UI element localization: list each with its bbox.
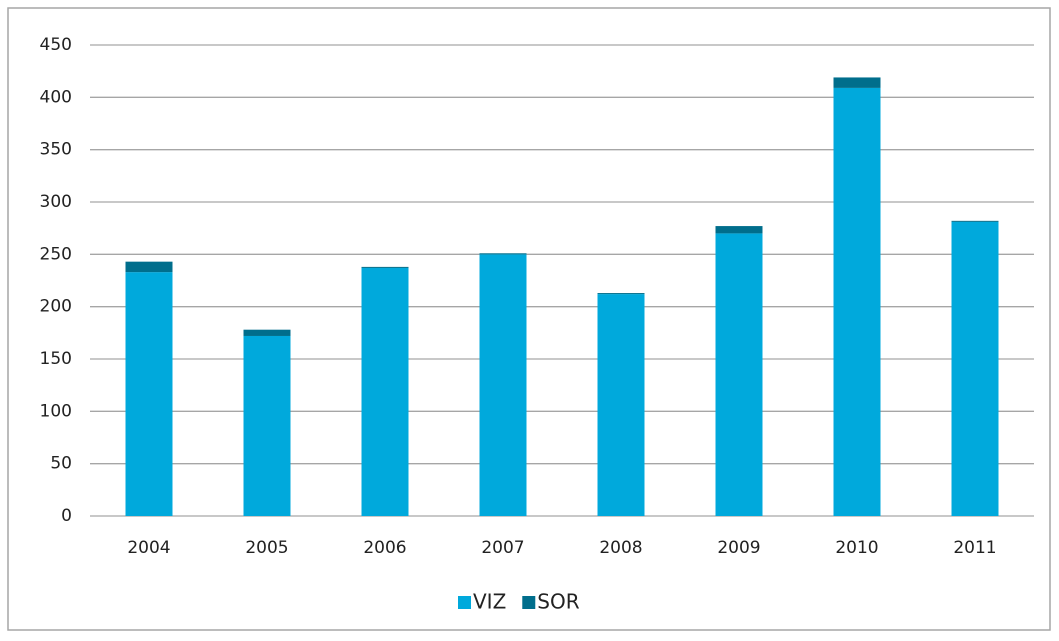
- bar-segment: [597, 294, 645, 516]
- y-tick-label: 300: [40, 192, 72, 212]
- bar-segment: [361, 267, 409, 516]
- x-tick-label: 2006: [363, 538, 406, 558]
- y-tick-label: 150: [40, 349, 72, 369]
- y-tick-label: 400: [40, 87, 72, 107]
- bar-segment: [715, 233, 763, 516]
- legend-label: SOR: [537, 590, 579, 614]
- x-tick-label: 2009: [717, 538, 760, 558]
- x-tick-label: 2005: [245, 538, 288, 558]
- bar-segment: [833, 87, 881, 516]
- bar-segment: [479, 253, 527, 255]
- bar-segment: [125, 261, 173, 273]
- y-tick-label: 100: [40, 401, 72, 421]
- x-tick-label: 2007: [481, 538, 524, 558]
- bar-segment: [243, 329, 291, 336]
- bar-segment: [597, 293, 645, 295]
- y-tick-label: 0: [61, 506, 72, 526]
- bar-segment: [479, 254, 527, 517]
- y-tick-label: 250: [40, 244, 72, 264]
- x-tick-label: 2011: [953, 538, 996, 558]
- bar-segment: [833, 77, 881, 88]
- bar-segment: [361, 266, 409, 268]
- legend-label: VIZ: [473, 590, 506, 614]
- bar-segment: [951, 221, 999, 517]
- legend-swatch: [522, 596, 536, 609]
- bar-segment: [715, 226, 763, 234]
- legend-swatch: [458, 596, 471, 609]
- x-tick-label: 2004: [127, 538, 170, 558]
- bar-segment: [243, 335, 291, 516]
- bar-segment: [125, 272, 173, 516]
- y-tick-label: 350: [40, 140, 72, 160]
- x-tick-label: 2010: [835, 538, 878, 558]
- bar-segment: [951, 220, 999, 222]
- y-tick-label: 50: [50, 454, 72, 474]
- x-tick-label: 2008: [599, 538, 642, 558]
- y-tick-label: 450: [40, 35, 72, 55]
- y-tick-label: 200: [40, 297, 72, 317]
